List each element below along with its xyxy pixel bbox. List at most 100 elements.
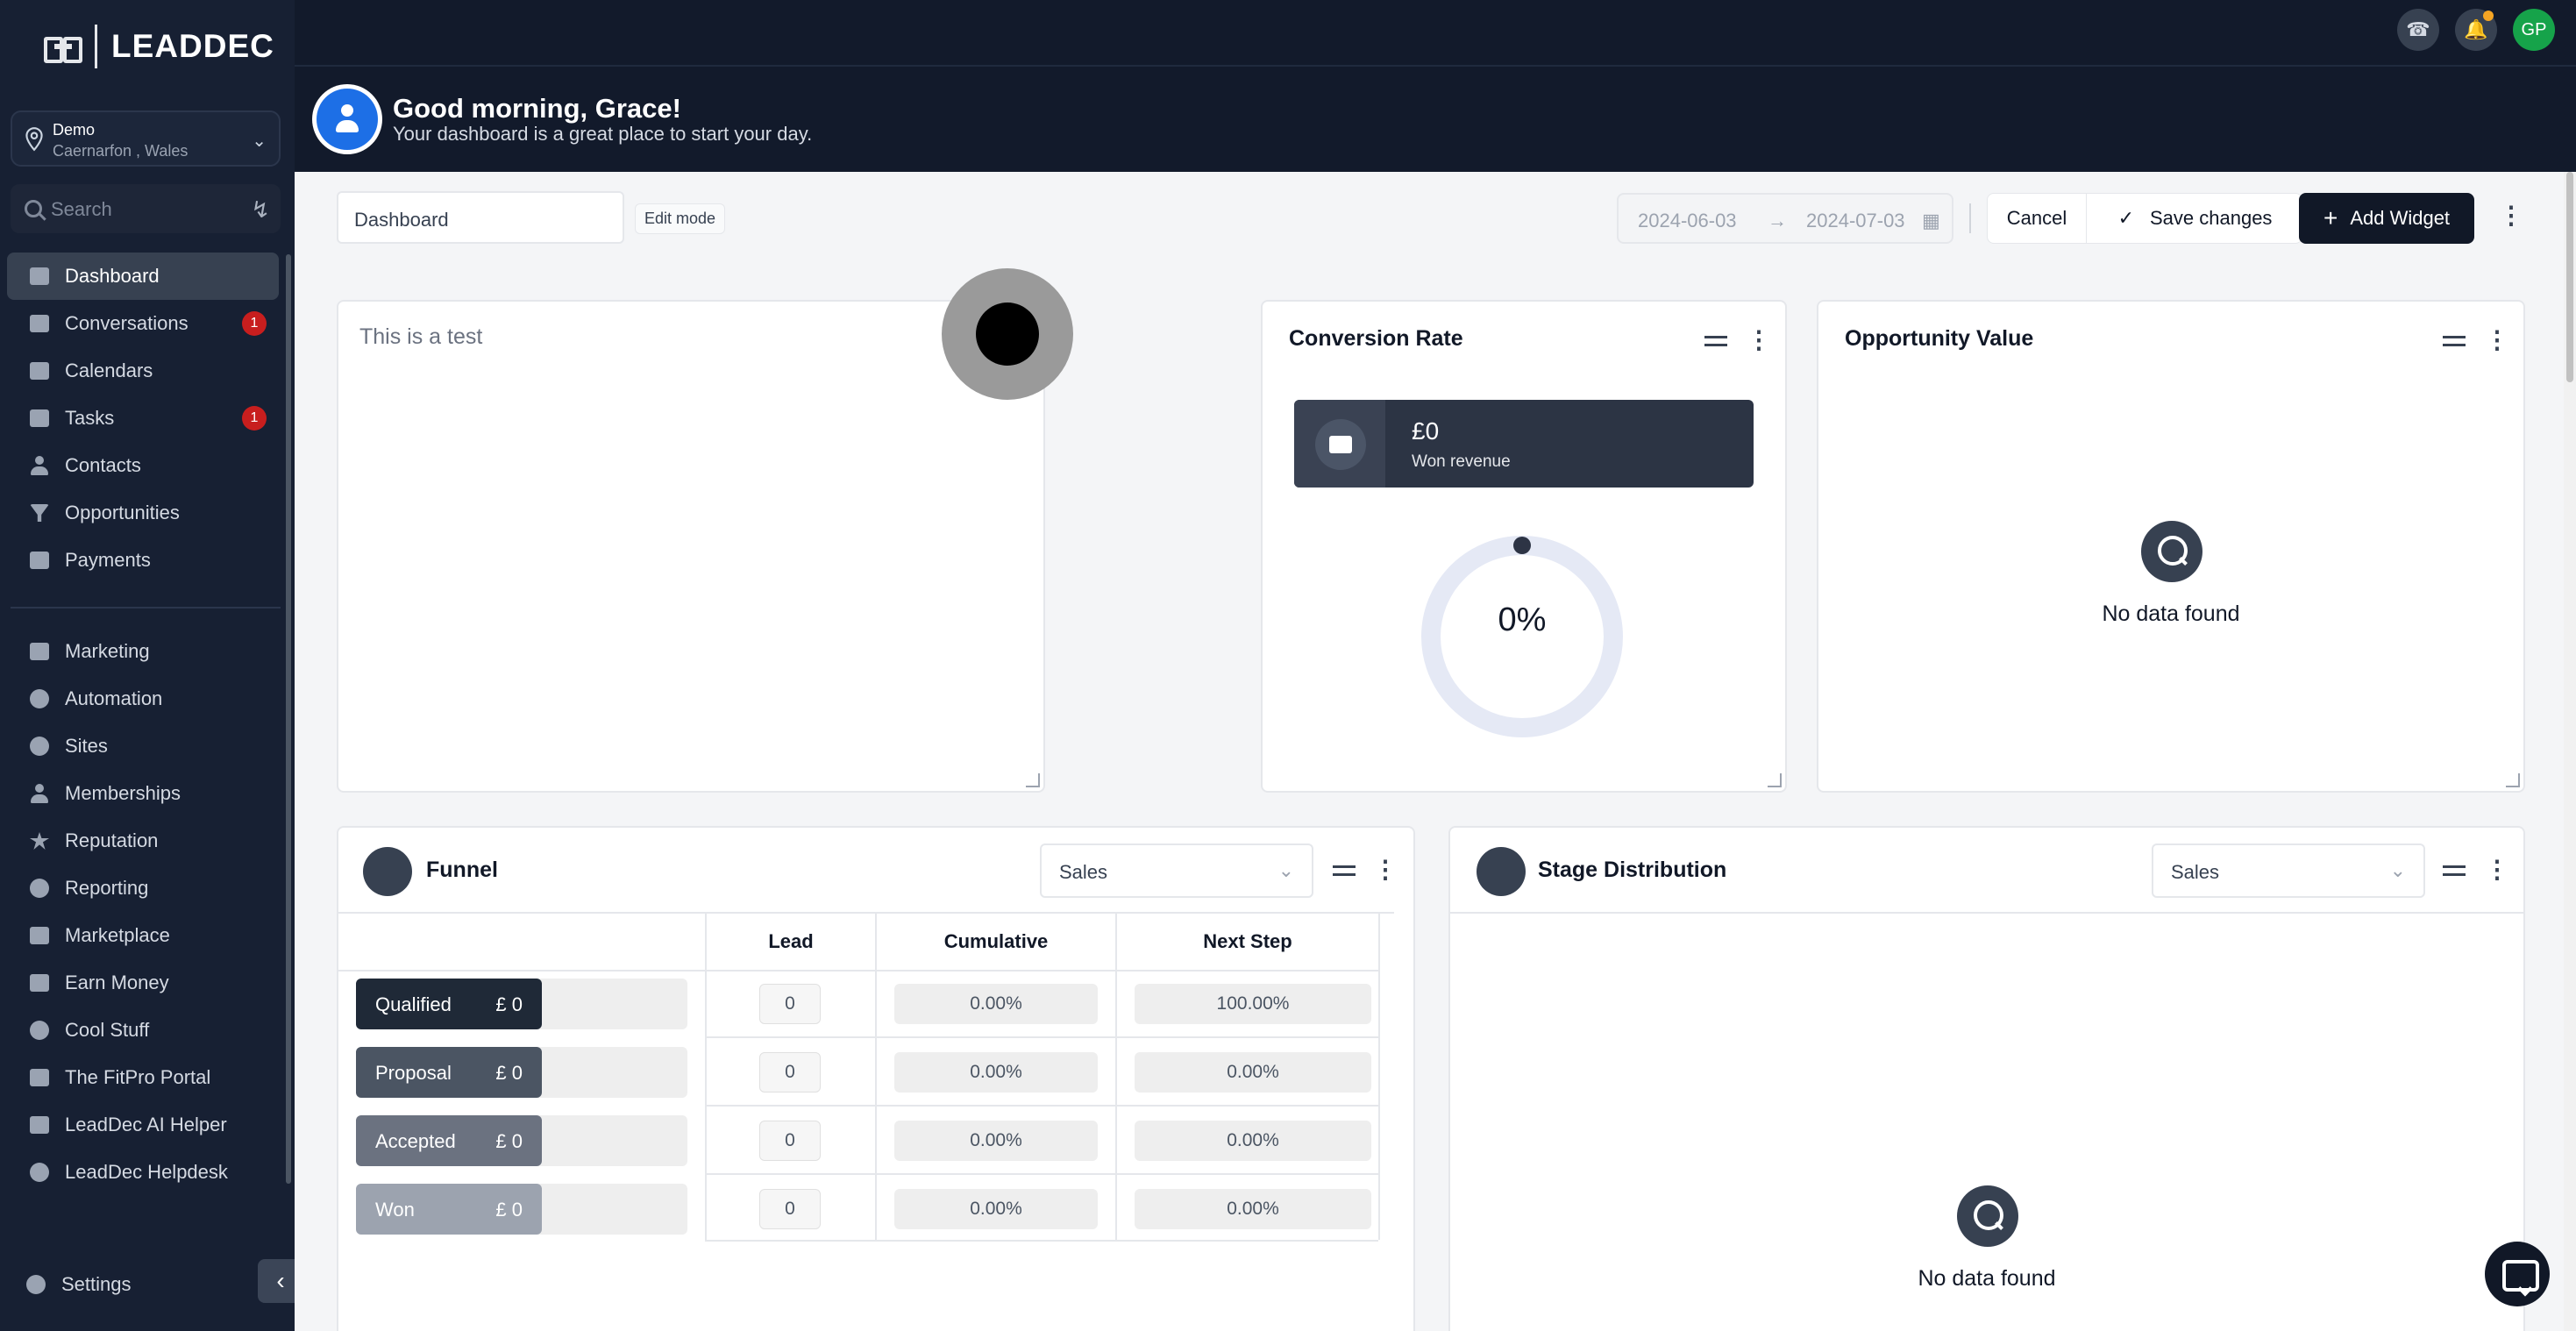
sidebar-item-conversations[interactable]: Conversations 1	[7, 300, 279, 347]
sidebar-item-label: Payments	[65, 549, 151, 571]
pointer-cursor-indicator	[942, 268, 1073, 400]
sidebar-search[interactable]: Search ↯	[11, 184, 281, 233]
sidebar-item-helpdesk[interactable]: LeadDec Helpdesk	[7, 1149, 279, 1196]
search-empty-icon	[1957, 1185, 2018, 1247]
sidebar-item-calendars[interactable]: Calendars	[7, 347, 279, 395]
arrow-right-icon: →	[1768, 210, 1787, 231]
edit-mode-badge: Edit mode	[635, 203, 726, 234]
next-step-rate: 0.00%	[1135, 1052, 1371, 1093]
page-scrollbar[interactable]	[2564, 172, 2576, 1331]
sidebar-item-settings[interactable]: Settings	[4, 1261, 275, 1308]
user-avatar[interactable]: GP	[2513, 9, 2555, 51]
conversion-donut	[1421, 536, 1623, 737]
pipeline-select[interactable]: Sales ⌄	[2152, 843, 2425, 898]
edit-actions: Cancel ✓ Save changes	[1987, 193, 2302, 244]
cancel-button[interactable]: Cancel	[2006, 207, 2067, 229]
dashboard-name-input[interactable]: Dashboard	[337, 191, 624, 244]
sidebar-item-label: Sites	[65, 735, 108, 757]
location-switcher[interactable]: Demo Caernarfon , Wales ⌄	[11, 110, 281, 167]
cumulative-rate: 0.00%	[894, 984, 1098, 1024]
column-header: Cumulative	[943, 930, 1049, 952]
notification-dot	[2483, 11, 2494, 21]
sidebar-item-marketplace[interactable]: Marketplace	[7, 912, 279, 959]
resize-handle[interactable]	[2506, 773, 2520, 787]
add-widget-label: Add Widget	[2350, 207, 2451, 229]
calendar-icon	[28, 359, 51, 382]
filter-icon[interactable]	[2443, 333, 2466, 349]
cumulative-rate: 0.00%	[894, 1121, 1098, 1161]
stage-name: Proposal	[375, 1062, 452, 1084]
more-options-icon[interactable]: ⋮	[2485, 856, 2509, 883]
won-revenue-label: Won revenue	[1412, 452, 1511, 471]
next-step-rate: 0.00%	[1135, 1189, 1371, 1229]
sidebar-item-label: Automation	[65, 687, 163, 709]
sidebar-item-label: Earn Money	[65, 972, 169, 993]
phone-button[interactable]: ☎	[2397, 9, 2439, 51]
won-revenue-value: £0	[1412, 417, 1440, 445]
add-widget-button[interactable]: + Add Widget	[2299, 193, 2474, 244]
person-icon	[28, 454, 51, 477]
date-range-picker[interactable]: 2024-06-03 → 2024-07-03 ▦	[1617, 193, 1953, 244]
brand-logo[interactable]: LEADDEC	[42, 23, 274, 70]
sidebar-item-label: Memberships	[65, 782, 181, 804]
sidebar-item-ai-helper[interactable]: LeadDec AI Helper	[7, 1101, 279, 1149]
funnel-widget: Funnel Sales ⌄ ⋮ Lead Cumulative Next St…	[337, 826, 1415, 1331]
sidebar: LEADDEC Demo Caernarfon , Wales ⌄ Search…	[0, 0, 303, 1331]
funnel-stage-bar: Won £ 0	[356, 1184, 542, 1235]
more-options-icon[interactable]: ⋮	[1747, 326, 1771, 353]
sidebar-item-label: Reputation	[65, 829, 159, 851]
sidebar-item-tasks[interactable]: Tasks 1	[7, 395, 279, 442]
sidebar-item-payments[interactable]: Payments	[7, 537, 279, 584]
sidebar-scrollbar[interactable]	[286, 254, 291, 1184]
wallet-icon	[1315, 419, 1366, 470]
funnel-icon	[28, 502, 51, 524]
sidebar-item-automation[interactable]: Automation	[7, 675, 279, 722]
more-options-icon[interactable]: ⋮	[2499, 202, 2523, 229]
save-changes-button[interactable]: ✓ Save changes	[2086, 194, 2303, 243]
location-name: Demo	[53, 121, 96, 139]
header: ☎ 🔔 GP Good morning, Grace! Your dashboa…	[295, 0, 2576, 172]
search-input[interactable]: Search	[51, 198, 112, 220]
user-icon	[317, 89, 378, 150]
sidebar-item-dashboard[interactable]: Dashboard	[7, 253, 279, 300]
widget-title: Conversion Rate	[1289, 326, 1463, 351]
dumbbell-logo-icon	[42, 33, 84, 63]
sidebar-item-contacts[interactable]: Contacts	[7, 442, 279, 489]
check-icon: ✓	[2117, 207, 2134, 229]
quick-action-bolt-icon[interactable]: ↯	[251, 196, 270, 223]
text-widget[interactable]: This is a test	[337, 300, 1045, 793]
search-icon	[25, 200, 42, 217]
sidebar-item-fitpro-portal[interactable]: The FitPro Portal	[7, 1054, 279, 1101]
more-options-icon[interactable]: ⋮	[1373, 856, 1398, 883]
text-widget-content[interactable]: This is a test	[359, 324, 483, 349]
sidebar-item-reputation[interactable]: Reputation	[7, 817, 279, 865]
chevron-down-icon: ⌄	[1277, 859, 1294, 881]
lead-count: 0	[759, 1189, 821, 1229]
sidebar-item-marketing[interactable]: Marketing	[7, 628, 279, 675]
pipeline-select[interactable]: Sales ⌄	[1040, 843, 1313, 898]
chart-icon	[1477, 847, 1526, 896]
dashboard-main: Dashboard Edit mode 2024-06-03 → 2024-07…	[295, 172, 2576, 1331]
sidebar-item-earn-money[interactable]: Earn Money	[7, 959, 279, 1007]
resize-handle[interactable]	[1768, 773, 1782, 787]
sidebar-item-reporting[interactable]: Reporting	[7, 865, 279, 912]
filter-icon[interactable]	[1333, 863, 1356, 879]
sidebar-item-label: Opportunities	[65, 502, 180, 523]
sidebar-item-label: Calendars	[65, 359, 153, 381]
widget-title: Funnel	[426, 858, 498, 882]
next-step-rate: 0.00%	[1135, 1121, 1371, 1161]
filter-icon[interactable]	[2443, 863, 2466, 879]
sidebar-item-memberships[interactable]: Memberships	[7, 770, 279, 817]
chat-widget-button[interactable]	[2485, 1242, 2550, 1306]
filter-icon[interactable]	[1704, 333, 1727, 349]
more-options-icon[interactable]: ⋮	[2485, 326, 2509, 353]
pipeline-value: Sales	[1059, 861, 1108, 883]
greeting-title: Good morning, Grace!	[393, 93, 681, 124]
toolbar-separator	[1969, 203, 1971, 233]
sidebar-item-cool-stuff[interactable]: Cool Stuff	[7, 1007, 279, 1054]
resize-handle[interactable]	[1026, 773, 1040, 787]
notifications-button[interactable]: 🔔	[2455, 9, 2497, 51]
sidebar-item-label: The FitPro Portal	[65, 1066, 211, 1088]
sidebar-item-sites[interactable]: Sites	[7, 722, 279, 770]
sidebar-item-opportunities[interactable]: Opportunities	[7, 489, 279, 537]
